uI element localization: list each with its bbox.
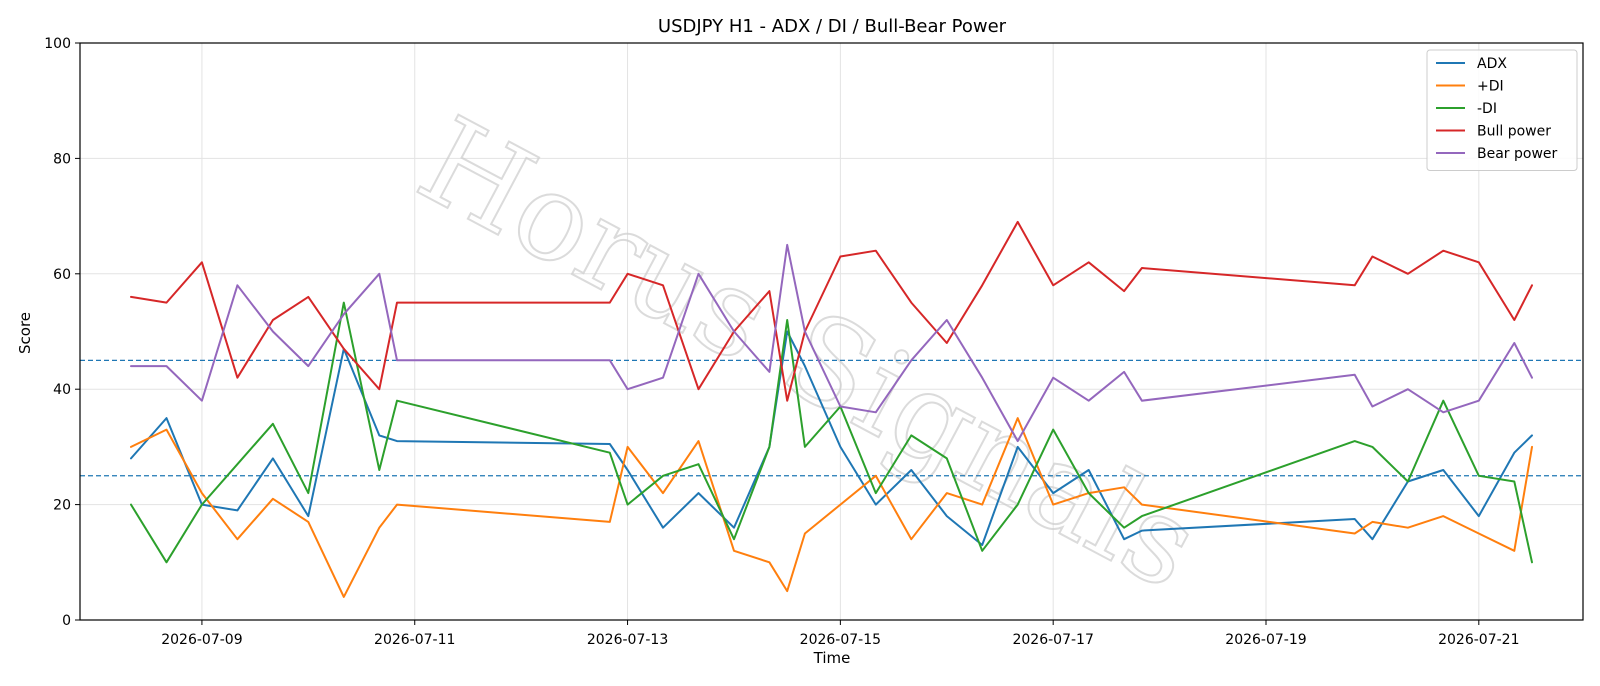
watermark-text: Horus Signals [398,92,1220,617]
x-axis: 2026-07-09 2026-07-11 2026-07-13 2026-07-15… [161,620,1519,648]
y-tick-label: 100 [44,36,71,52]
reference-lines [80,359,1583,477]
plot-frame [79,42,1584,621]
series-line-bull-power [130,220,1533,402]
chart-title: USDJPY H1 - ADX / DI / Bull-Bear Power [658,16,1007,37]
y-tick-label: 60 [53,267,71,283]
x-tick-label: 2026-07-21 [1438,632,1519,648]
series-line-adx [130,330,1533,546]
legend-label: Bear power [1477,146,1558,162]
series-line-di [130,417,1533,598]
y-tick-label: 20 [53,498,71,514]
x-tick-label: 2026-07-15 [800,632,881,648]
series-line-di [130,301,1533,564]
watermark: Horus Signals [397,91,1221,618]
x-axis-label: Time [813,649,851,667]
y-tick-label: 80 [53,151,71,167]
y-axis: 0 20 40 60 80 100 [44,36,80,629]
x-tick-label: 2026-07-13 [587,632,668,648]
y-axis-label: Score [16,312,34,354]
legend-label: -DI [1477,101,1497,117]
legend: ADX +DI -DI Bull power Bear power [1426,49,1578,171]
x-tick-label: 2026-07-11 [374,632,455,648]
y-tick-label: 0 [62,613,71,629]
series-lines [130,220,1533,598]
legend-label: +DI [1477,79,1504,95]
legend-label: ADX [1477,56,1507,72]
legend-label: Bull power [1477,124,1551,140]
series-line-bear-power [130,243,1533,443]
y-tick-label: 40 [53,382,71,398]
legend-box [1426,49,1578,171]
x-tick-label: 2026-07-09 [161,632,242,648]
x-tick-label: 2026-07-17 [1012,632,1093,648]
x-tick-label: 2026-07-19 [1225,632,1306,648]
